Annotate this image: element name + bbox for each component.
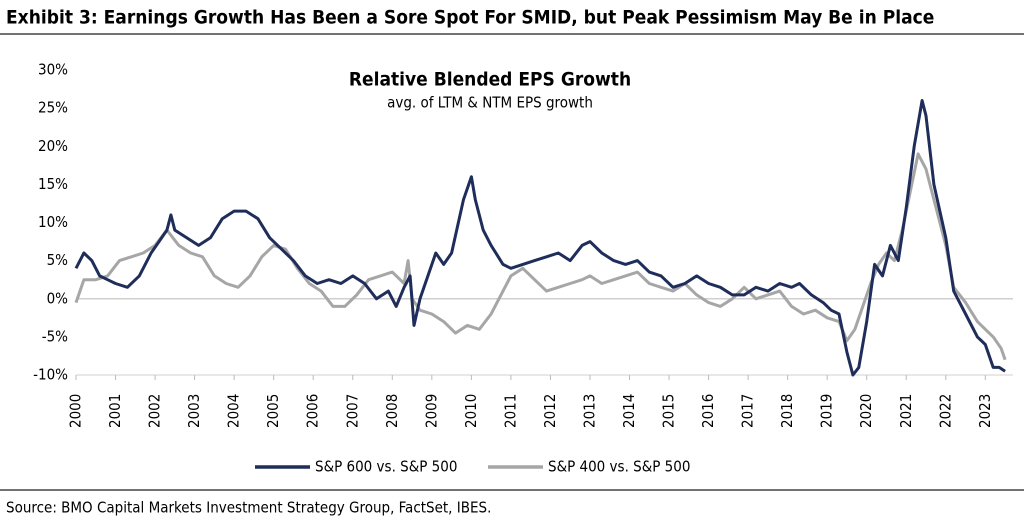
legend-label: S&P 400 vs. S&P 500 <box>548 458 690 476</box>
chart-title: Relative Blended EPS Growth <box>349 69 631 91</box>
x-tick-label: 2001 <box>106 394 124 428</box>
x-tick-label: 2011 <box>501 394 519 428</box>
x-tick-label: 2013 <box>580 394 598 428</box>
y-tick-label: -10% <box>33 366 68 384</box>
x-tick-label: 2023 <box>976 394 994 428</box>
x-tick-label: 2002 <box>146 394 164 428</box>
x-tick-label: 2022 <box>936 394 954 428</box>
x-tick-label: 2009 <box>422 394 440 428</box>
x-tick-label: 2003 <box>185 394 203 428</box>
x-tick-label: 2000 <box>67 394 85 428</box>
y-tick-label: 15% <box>38 175 68 193</box>
y-tick-label: 0% <box>47 289 69 307</box>
series-line <box>74 99 1006 377</box>
source: Source: BMO Capital Markets Investment S… <box>6 499 491 517</box>
x-tick-label: 2010 <box>462 394 480 428</box>
exhibit-title: Exhibit 3: Earnings Growth Has Been a So… <box>6 7 934 29</box>
x-tick-label: 2018 <box>778 394 796 428</box>
x-tick-label: 2017 <box>739 394 757 428</box>
x-tick-label: 2015 <box>660 394 678 428</box>
y-tick-label: 20% <box>38 137 68 155</box>
x-tick-label: 2006 <box>304 394 322 428</box>
y-tick-label: 25% <box>38 99 68 117</box>
y-tick-label: 10% <box>38 213 68 231</box>
y-tick-label: 30% <box>38 61 68 79</box>
x-tick-label: 2016 <box>699 394 717 428</box>
x-tick-label: 2014 <box>620 394 638 428</box>
y-tick-label: 5% <box>47 251 69 269</box>
chart-subtitle: avg. of LTM & NTM EPS growth <box>387 94 593 112</box>
y-tick-label: -5% <box>42 327 68 345</box>
x-tick-label: 2007 <box>343 394 361 428</box>
x-tick-label: 2020 <box>857 394 875 428</box>
x-tick-label: 2012 <box>541 394 559 428</box>
legend-label: S&P 600 vs. S&P 500 <box>315 458 457 476</box>
x-tick-label: 2021 <box>897 394 915 428</box>
x-tick-label: 2004 <box>225 394 243 428</box>
x-tick-label: 2005 <box>264 394 282 428</box>
x-tick-label: 2019 <box>818 394 836 428</box>
x-tick-label: 2008 <box>383 394 401 428</box>
series-line <box>74 152 1007 361</box>
